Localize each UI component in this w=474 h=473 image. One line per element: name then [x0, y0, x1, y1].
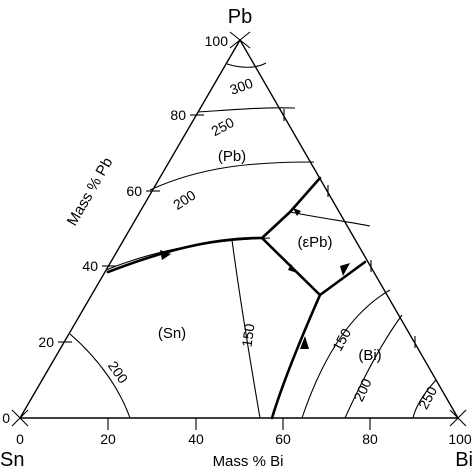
vertex-pb-label: Pb — [228, 6, 252, 28]
valley-upper — [260, 176, 322, 240]
valley-right — [318, 260, 367, 297]
left-tick-labels: 100 80 60 40 20 0 — [2, 33, 228, 426]
vertex-sn-label: Sn — [0, 449, 24, 471]
isotherm-to-right-edge — [289, 211, 371, 227]
isotherm-300 — [226, 62, 267, 68]
isotherm-300-label: 300 — [228, 75, 256, 98]
isotherm-200-left-label: 200 — [105, 358, 132, 386]
bottom-tick-20: 20 — [100, 431, 116, 447]
region-bi-label: (Bi) — [358, 347, 381, 364]
isotherm-200-top-label: 200 — [170, 187, 198, 213]
isotherm-150-right — [301, 289, 391, 419]
left-axis-title: Mass % Pb — [64, 155, 117, 229]
arrow-upper — [293, 208, 301, 216]
isotherm-200-right — [344, 314, 403, 419]
right-axis-ticks — [283, 109, 416, 348]
isotherm-250-right — [412, 379, 437, 419]
bottom-tick-80: 80 — [362, 431, 378, 447]
left-tick-100: 100 — [205, 33, 229, 49]
bottom-tick-40: 40 — [188, 431, 204, 447]
bottom-tick-100: 100 — [448, 431, 472, 447]
bottom-tick-labels: 0 20 40 60 80 100 — [16, 431, 472, 447]
left-tick-40: 40 — [82, 258, 98, 274]
isotherm-250-top-label: 250 — [209, 114, 237, 139]
isotherm-150-mid — [231, 239, 261, 419]
isotherm-250-top — [197, 107, 296, 113]
arrow-sn-pb — [160, 250, 171, 260]
region-epsilon-pb-label: (εPb) — [297, 234, 332, 251]
isotherm-lower-top — [105, 237, 271, 271]
isotherm-lines — [69, 62, 437, 419]
left-axis-ticks — [11, 31, 251, 427]
valley-arrows — [160, 208, 350, 349]
valley-sn-pb — [106, 236, 264, 274]
bottom-tick-60: 60 — [275, 431, 291, 447]
isotherm-250-right-label: 250 — [415, 383, 440, 411]
isotherm-200-left — [69, 333, 131, 419]
left-tick-20: 20 — [38, 334, 54, 350]
valley-bottom — [270, 293, 322, 420]
bottom-tick-0: 0 — [16, 431, 24, 447]
left-tick-0: 0 — [2, 410, 10, 426]
eutectic-valleys — [106, 176, 367, 420]
vertex-bi-label: Bi — [455, 449, 473, 471]
region-sn-label: (Sn) — [158, 325, 186, 342]
arrow-right — [340, 263, 350, 276]
isotherm-150-mid-label: 150 — [239, 322, 258, 348]
arrow-middle — [288, 264, 297, 273]
region-pb-label: (Pb) — [218, 148, 246, 165]
arrow-bottom — [300, 336, 309, 349]
left-tick-80: 80 — [170, 107, 186, 123]
isotherm-200-top — [149, 161, 315, 191]
left-tick-60: 60 — [126, 183, 142, 199]
bottom-axis-ticks — [107, 409, 467, 430]
isotherm-200-right-label: 200 — [350, 376, 374, 404]
bottom-axis-title: Mass % Bi — [213, 453, 284, 470]
triangle-outline — [18, 38, 460, 419]
